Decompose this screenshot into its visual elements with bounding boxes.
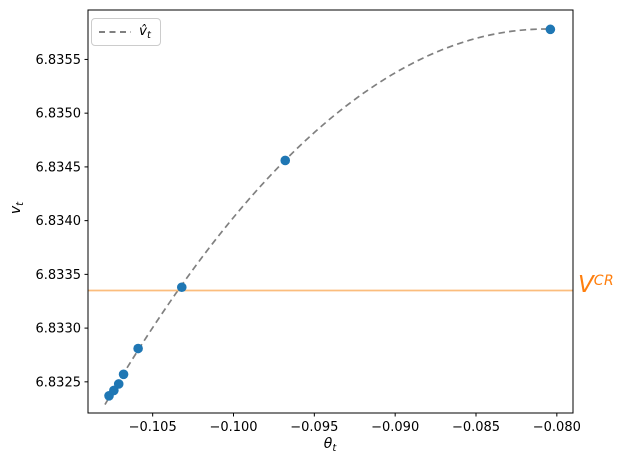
x-axis-label: θt bbox=[290, 436, 370, 454]
x-axis-label-base: θ bbox=[323, 436, 333, 452]
legend-label: v̂t bbox=[139, 23, 151, 41]
x-tick-label: −0.090 bbox=[371, 420, 419, 435]
y-tick-label: 6.8345 bbox=[36, 160, 82, 175]
y-tick-label: 6.8330 bbox=[36, 322, 82, 337]
y-tick-label: 6.8335 bbox=[36, 268, 82, 283]
y-axis-label-sub: t bbox=[15, 201, 26, 206]
legend-dashed-line-sample bbox=[99, 31, 131, 33]
x-tick-label: −0.095 bbox=[290, 420, 338, 435]
legend-label-sub: t bbox=[147, 30, 151, 41]
y-tick-label: 6.8325 bbox=[36, 375, 82, 390]
x-axis-label-sub: t bbox=[332, 443, 337, 454]
critical-value-label-sup: CR bbox=[593, 273, 615, 289]
y-tick-label: 6.8350 bbox=[36, 107, 82, 122]
data-point bbox=[118, 369, 129, 380]
data-point bbox=[280, 155, 291, 166]
x-tick-label: −0.080 bbox=[533, 420, 581, 435]
x-tick-label: −0.085 bbox=[452, 420, 500, 435]
y-tick-label: 6.8355 bbox=[36, 53, 82, 68]
legend: v̂t bbox=[91, 18, 161, 46]
x-tick-label: −0.100 bbox=[209, 420, 257, 435]
legend-label-base: v̂ bbox=[139, 23, 147, 39]
data-point bbox=[176, 282, 187, 293]
axes-spines bbox=[87, 9, 574, 414]
critical-value-label: VCR bbox=[578, 272, 615, 298]
critical-value-label-base: V bbox=[578, 272, 594, 298]
y-tick-label: 6.8340 bbox=[36, 214, 82, 229]
data-point bbox=[133, 343, 143, 354]
data-point bbox=[113, 379, 124, 389]
x-tick-label: −0.105 bbox=[129, 420, 177, 435]
fit-curve bbox=[104, 28, 554, 405]
y-axis-label: vt bbox=[8, 184, 28, 232]
y-axis-label-base: v bbox=[8, 205, 24, 215]
data-point bbox=[545, 24, 556, 35]
